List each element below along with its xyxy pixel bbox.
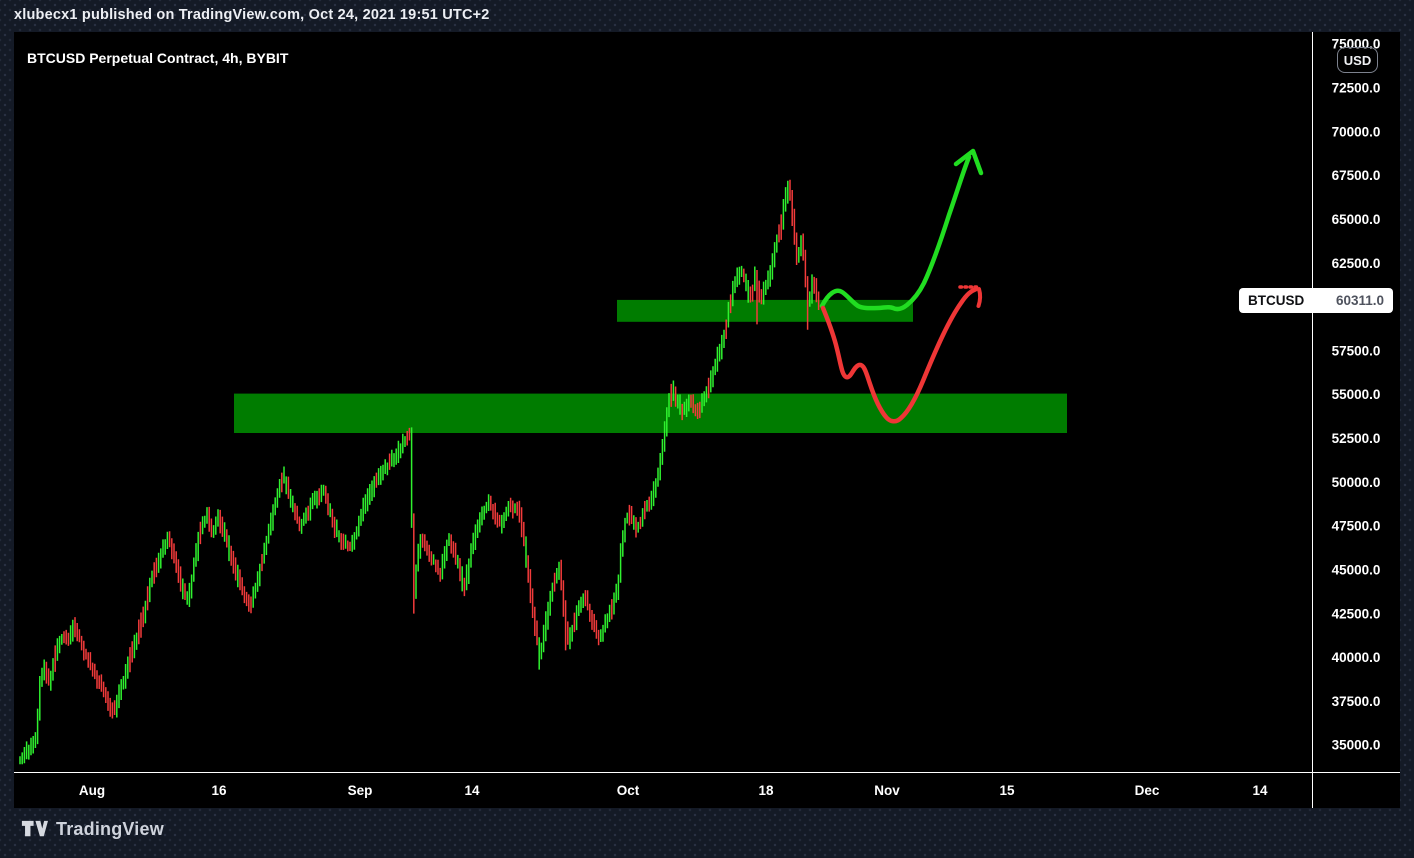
chart-title: BTCUSD Perpetual Contract, 4h, BYBIT [27, 50, 289, 66]
price-axis-label: 47500.0 [1332, 519, 1381, 534]
footer-brand: TradingView [21, 818, 164, 840]
time-axis-label: 16 [211, 783, 227, 798]
badge-price: 60311.0 [1335, 293, 1384, 308]
last-price-badge: BTCUSD 60311.0 [1239, 288, 1393, 313]
brand-text: TradingView [56, 818, 164, 839]
price-axis-label: 70000.0 [1332, 124, 1381, 139]
currency-unit-button[interactable]: USD [1337, 47, 1378, 73]
flip-zone-rect [617, 299, 913, 322]
bearish-arrowhead-icon [976, 287, 983, 308]
tradingview-logo-icon [21, 820, 48, 837]
price-axis-label: 40000.0 [1332, 650, 1381, 665]
time-axis-label: Nov [874, 783, 900, 798]
bearish-scenario-arrow [820, 286, 979, 424]
support-zone-rect [234, 393, 1067, 433]
price-axis-label: 50000.0 [1332, 475, 1381, 490]
time-axis-label: 14 [1252, 783, 1268, 798]
price-axis-label: 35000.0 [1332, 738, 1381, 753]
time-axis-label: 18 [758, 783, 774, 798]
candles-down [45, 179, 820, 719]
price-axis-label: 55000.0 [1332, 387, 1381, 402]
time-axis-label: Dec [1135, 783, 1160, 798]
time-axis-label: 15 [999, 783, 1015, 798]
time-axis-label: Sep [348, 783, 373, 798]
price-axis-label: 65000.0 [1332, 212, 1381, 227]
price-axis-label: 52500.0 [1332, 431, 1381, 446]
price-axis-label: 57500.0 [1332, 343, 1381, 358]
time-axis-label: Aug [79, 783, 105, 798]
time-axis-label: 14 [464, 783, 480, 798]
price-axis-label: 72500.0 [1332, 81, 1381, 96]
price-axis-label: 67500.0 [1332, 168, 1381, 183]
price-axis-label: 42500.0 [1332, 606, 1381, 621]
attribution-text: xlubecx1 published on TradingView.com, O… [14, 7, 490, 23]
price-axis-label: 45000.0 [1332, 563, 1381, 578]
price-axis-label: 37500.0 [1332, 694, 1381, 709]
badge-symbol: BTCUSD [1248, 293, 1305, 308]
bullish-arrowhead-icon [953, 148, 984, 176]
price-axis-label: 62500.0 [1332, 256, 1381, 271]
candles-up [19, 180, 813, 765]
time-axis-label: Oct [617, 783, 640, 798]
bullish-scenario-arrow [819, 154, 972, 312]
